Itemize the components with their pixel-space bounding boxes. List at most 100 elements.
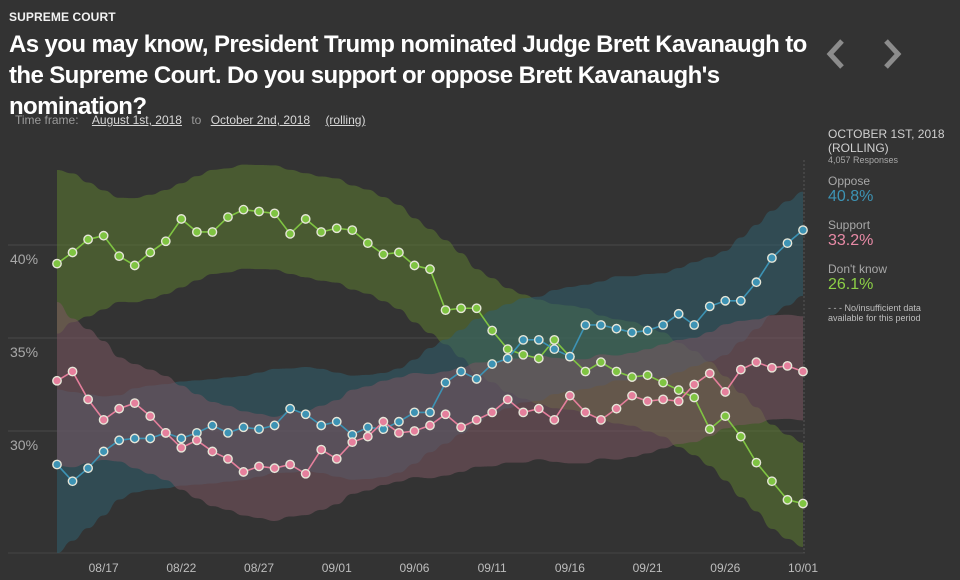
data-point-support [254,461,264,472]
y-axis: 30% 35% 40% [10,251,38,453]
data-point-support [425,420,435,431]
x-tick-label: 09/01 [322,561,352,575]
data-point-support [129,398,140,408]
data-point-oppose [52,459,62,470]
data-point-oppose [269,420,280,431]
data-point-don-t-know [160,236,171,247]
data-point-don-t-know [52,258,62,269]
x-tick-label: 08/17 [89,561,119,575]
data-point-don-t-know [596,357,606,368]
data-point-support [627,390,637,401]
chevron-right-icon [884,39,902,69]
data-point-oppose [223,427,233,438]
data-point-support [549,414,560,425]
data-point-don-t-know [145,247,156,258]
data-point-support [145,411,156,422]
data-point-don-t-know [782,494,793,505]
next-question-button[interactable] [882,38,902,70]
timeframe-selector: Time frame: August 1st, 2018 to October … [15,113,371,127]
data-point-support [673,396,684,407]
previous-question-button[interactable] [826,38,846,70]
x-tick-label: 09/26 [710,561,740,575]
data-point-oppose [767,253,777,263]
data-point-support [580,407,591,418]
data-point-don-t-know [347,225,358,236]
summary-date: OCTOBER 1ST, 2018 [828,127,945,141]
data-point-oppose [331,416,342,427]
data-point-support [316,444,327,455]
data-point-oppose [409,407,420,418]
data-point-support [798,366,808,377]
data-point-support [767,362,777,373]
missing-data-note: - - - No/insufficient data available for… [828,303,958,323]
data-point-don-t-know [689,392,700,403]
start-date-link[interactable]: August 1st, 2018 [91,113,182,127]
data-point-support [52,375,62,386]
data-point-oppose [782,238,793,249]
data-point-support [440,409,451,420]
data-point-don-t-know [767,476,777,487]
dashed-line-icon: - - - [828,303,842,313]
data-point-support [347,437,358,448]
x-tick-label: 08/22 [166,561,196,575]
data-point-don-t-know [580,366,591,377]
data-point-don-t-know [642,370,653,381]
data-point-support [160,427,171,438]
summary-item-oppose: Oppose 40.8% [828,174,958,206]
data-point-oppose [549,344,560,355]
data-point-don-t-know [735,431,746,442]
y-tick-label: 30% [10,437,38,453]
data-point-support [518,407,529,418]
data-point-support [502,394,513,405]
data-point-oppose [798,225,808,236]
data-point-support [394,427,404,438]
data-point-don-t-know [425,264,435,275]
data-point-oppose [440,377,451,388]
data-point-don-t-know [207,227,218,237]
data-point-don-t-know [254,206,264,217]
trend-chart[interactable]: 30% 35% 40% 08/17 08/22 08/27 09/01 09/06 09/11… [0,140,820,580]
data-point-don-t-know [176,214,187,224]
data-point-don-t-know [704,424,715,435]
data-point-oppose [394,416,404,427]
data-point-support [83,394,93,405]
x-tick-label: 09/16 [555,561,585,575]
data-point-don-t-know [720,411,731,422]
data-point-oppose [176,433,187,444]
data-point-oppose [596,320,606,330]
data-point-support [285,459,296,470]
data-point-support [98,414,109,425]
data-point-don-t-know [471,303,482,314]
data-point-don-t-know [331,223,342,234]
data-point-oppose [642,325,653,336]
data-point-don-t-know [549,334,560,345]
series-points [52,204,808,509]
data-point-don-t-know [751,457,762,468]
summary-item-support: Support 33.2% [828,218,958,250]
data-point-support [238,467,249,477]
data-point-oppose [720,295,731,306]
data-point-support [564,390,575,401]
data-point-don-t-know [83,234,93,245]
data-point-support [642,396,653,407]
data-point-support [596,414,606,425]
data-point-support [751,357,762,368]
data-point-don-t-know [316,227,327,237]
data-point-oppose [129,433,140,444]
x-tick-label: 09/11 [478,561,507,575]
summary-label: Oppose [828,174,871,188]
data-point-don-t-know [798,498,808,509]
data-point-support [67,366,78,377]
end-date-link[interactable]: October 2nd, 2018 [210,113,311,127]
data-point-support [207,446,218,457]
data-point-oppose [67,476,78,487]
data-point-oppose [98,446,109,457]
data-point-support [658,394,669,405]
summary-item-dont-know: Don't know 26.1% [828,262,958,294]
data-point-oppose [735,295,746,306]
summary-value: 26.1% [828,276,874,293]
timeframe-label: Time frame: [15,113,79,127]
rolling-toggle-link[interactable]: (rolling) [325,113,366,127]
data-point-oppose [316,420,327,431]
sidebar-summary: OCTOBER 1ST, 2018 (ROLLING) 4,057 Respon… [828,127,958,323]
